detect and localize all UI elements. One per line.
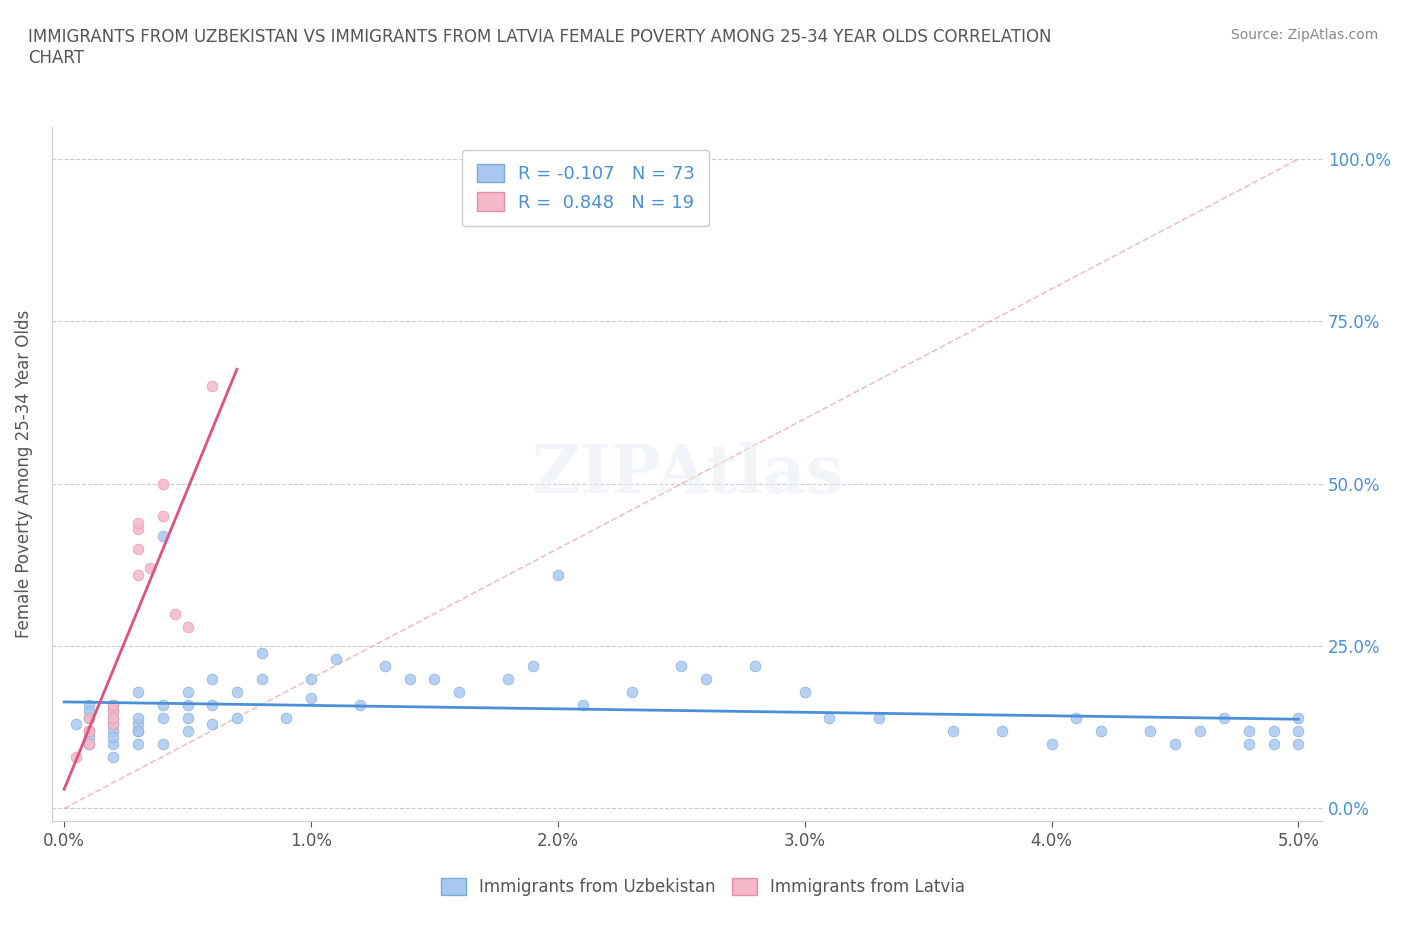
Immigrants from Latvia — [201, 379, 224, 393]
Immigrants from Uzbekistan — [103, 711, 125, 725]
Immigrants from Uzbekistan — [176, 698, 198, 712]
Immigrants from Uzbekistan — [818, 711, 841, 725]
Immigrants from Uzbekistan — [103, 698, 125, 712]
Immigrants from Uzbekistan — [201, 671, 224, 686]
Immigrants from Uzbekistan — [1188, 724, 1211, 738]
Immigrants from Uzbekistan — [744, 658, 766, 673]
Legend: R = -0.107   N = 73, R =  0.848   N = 19: R = -0.107 N = 73, R = 0.848 N = 19 — [463, 150, 710, 226]
Immigrants from Uzbekistan — [991, 724, 1014, 738]
Immigrants from Uzbekistan — [225, 711, 247, 725]
Immigrants from Uzbekistan — [1288, 724, 1310, 738]
Immigrants from Uzbekistan — [695, 671, 717, 686]
Immigrants from Uzbekistan — [571, 698, 593, 712]
Immigrants from Uzbekistan — [65, 717, 87, 732]
Immigrants from Uzbekistan — [276, 711, 298, 725]
Immigrants from Uzbekistan — [152, 528, 174, 543]
Immigrants from Uzbekistan — [942, 724, 965, 738]
Immigrants from Uzbekistan — [620, 684, 643, 699]
Immigrants from Uzbekistan — [1040, 737, 1063, 751]
Immigrants from Uzbekistan — [793, 684, 815, 699]
Immigrants from Latvia — [127, 515, 149, 530]
Immigrants from Uzbekistan — [201, 698, 224, 712]
Immigrants from Uzbekistan — [127, 724, 149, 738]
Immigrants from Latvia — [176, 619, 198, 634]
Immigrants from Uzbekistan — [1263, 737, 1285, 751]
Immigrants from Uzbekistan — [1090, 724, 1112, 738]
Immigrants from Latvia — [165, 606, 187, 621]
Immigrants from Uzbekistan — [77, 711, 100, 725]
Immigrants from Latvia — [77, 724, 100, 738]
Immigrants from Uzbekistan — [103, 730, 125, 745]
Legend: Immigrants from Uzbekistan, Immigrants from Latvia: Immigrants from Uzbekistan, Immigrants f… — [434, 871, 972, 903]
Immigrants from Uzbekistan — [77, 704, 100, 719]
Immigrants from Uzbekistan — [77, 737, 100, 751]
Immigrants from Latvia — [139, 561, 162, 576]
Immigrants from Latvia — [152, 476, 174, 491]
Immigrants from Uzbekistan — [103, 749, 125, 764]
Immigrants from Uzbekistan — [868, 711, 890, 725]
Immigrants from Uzbekistan — [1164, 737, 1187, 751]
Immigrants from Uzbekistan — [103, 737, 125, 751]
Immigrants from Uzbekistan — [77, 724, 100, 738]
Immigrants from Uzbekistan — [325, 652, 347, 667]
Immigrants from Uzbekistan — [77, 698, 100, 712]
Immigrants from Uzbekistan — [127, 711, 149, 725]
Y-axis label: Female Poverty Among 25-34 Year Olds: Female Poverty Among 25-34 Year Olds — [15, 310, 32, 638]
Text: ZIPAtlas: ZIPAtlas — [531, 442, 844, 507]
Immigrants from Uzbekistan — [423, 671, 446, 686]
Immigrants from Uzbekistan — [299, 671, 322, 686]
Immigrants from Uzbekistan — [152, 737, 174, 751]
Immigrants from Uzbekistan — [1288, 711, 1310, 725]
Immigrants from Uzbekistan — [176, 684, 198, 699]
Immigrants from Latvia — [103, 704, 125, 719]
Immigrants from Uzbekistan — [250, 671, 273, 686]
Immigrants from Uzbekistan — [103, 717, 125, 732]
Immigrants from Uzbekistan — [398, 671, 420, 686]
Immigrants from Latvia — [77, 737, 100, 751]
Immigrants from Uzbekistan — [201, 717, 224, 732]
Immigrants from Latvia — [77, 711, 100, 725]
Immigrants from Latvia — [65, 749, 87, 764]
Immigrants from Uzbekistan — [176, 724, 198, 738]
Immigrants from Latvia — [152, 509, 174, 524]
Immigrants from Uzbekistan — [522, 658, 544, 673]
Immigrants from Uzbekistan — [250, 645, 273, 660]
Immigrants from Uzbekistan — [152, 711, 174, 725]
Immigrants from Uzbekistan — [1263, 724, 1285, 738]
Immigrants from Uzbekistan — [152, 698, 174, 712]
Immigrants from Uzbekistan — [127, 684, 149, 699]
Text: Source: ZipAtlas.com: Source: ZipAtlas.com — [1230, 28, 1378, 42]
Immigrants from Latvia — [77, 724, 100, 738]
Immigrants from Uzbekistan — [374, 658, 396, 673]
Immigrants from Uzbekistan — [449, 684, 471, 699]
Immigrants from Uzbekistan — [1139, 724, 1161, 738]
Immigrants from Uzbekistan — [498, 671, 520, 686]
Immigrants from Uzbekistan — [127, 737, 149, 751]
Immigrants from Uzbekistan — [1288, 737, 1310, 751]
Immigrants from Uzbekistan — [671, 658, 693, 673]
Immigrants from Latvia — [103, 711, 125, 725]
Immigrants from Uzbekistan — [1064, 711, 1087, 725]
Immigrants from Uzbekistan — [299, 691, 322, 706]
Immigrants from Uzbekistan — [127, 717, 149, 732]
Immigrants from Uzbekistan — [1213, 711, 1236, 725]
Immigrants from Uzbekistan — [127, 724, 149, 738]
Immigrants from Latvia — [127, 567, 149, 582]
Immigrants from Latvia — [127, 522, 149, 537]
Immigrants from Uzbekistan — [103, 704, 125, 719]
Immigrants from Uzbekistan — [1237, 724, 1260, 738]
Immigrants from Uzbekistan — [547, 567, 569, 582]
Immigrants from Latvia — [103, 717, 125, 732]
Immigrants from Latvia — [103, 698, 125, 712]
Immigrants from Uzbekistan — [103, 724, 125, 738]
Immigrants from Latvia — [127, 541, 149, 556]
Immigrants from Uzbekistan — [349, 698, 371, 712]
Immigrants from Uzbekistan — [1237, 737, 1260, 751]
Immigrants from Uzbekistan — [176, 711, 198, 725]
Text: IMMIGRANTS FROM UZBEKISTAN VS IMMIGRANTS FROM LATVIA FEMALE POVERTY AMONG 25-34 : IMMIGRANTS FROM UZBEKISTAN VS IMMIGRANTS… — [28, 28, 1052, 67]
Immigrants from Uzbekistan — [225, 684, 247, 699]
Immigrants from Uzbekistan — [77, 730, 100, 745]
